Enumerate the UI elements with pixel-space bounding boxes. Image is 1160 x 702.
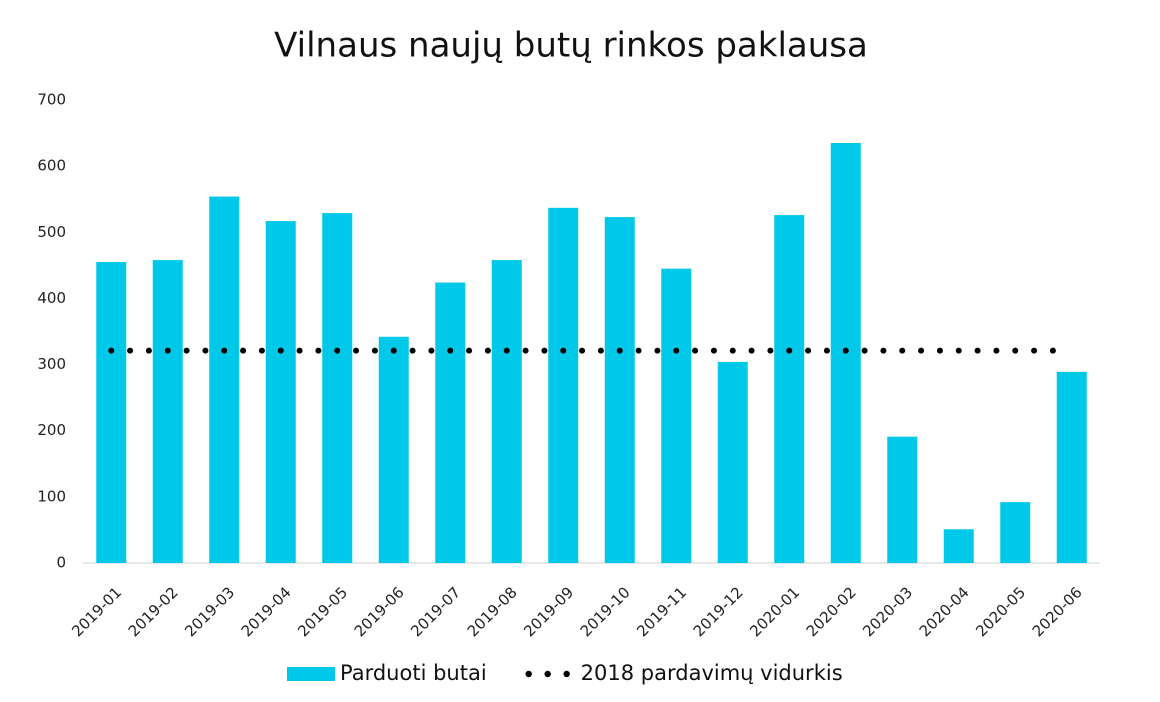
x-tick-label: 2019-12	[690, 583, 747, 640]
x-tick-label: 2019-06	[351, 583, 408, 640]
legend-swatch	[544, 670, 551, 678]
x-tick-label: 2020-04	[916, 583, 973, 640]
legend-swatch	[525, 670, 532, 678]
y-tick-label: 600	[37, 157, 66, 175]
x-tick-label: 2019-10	[577, 583, 634, 640]
x-tick-label: 2019-01	[68, 583, 125, 640]
x-tick-label: 2019-04	[238, 583, 295, 640]
y-tick-label: 200	[37, 421, 66, 439]
legend-label: Parduoti butai	[340, 661, 487, 685]
x-tick-label: 2020-06	[1029, 583, 1086, 640]
bar	[548, 207, 579, 563]
bar	[152, 260, 183, 563]
bar	[322, 213, 353, 563]
legend-label: 2018 pardavimų vidurkis	[581, 661, 843, 685]
x-tick-label: 2020-05	[972, 583, 1029, 640]
x-tick-label: 2020-02	[803, 583, 860, 640]
bar	[1000, 502, 1031, 563]
legend-swatch	[287, 667, 335, 681]
bar	[887, 436, 918, 563]
chart-title: Vilnaus naujų butų rinkos paklausa	[274, 26, 868, 66]
y-tick-label: 500	[37, 223, 66, 241]
x-tick-label: 2019-02	[125, 583, 182, 640]
y-tick-label: 300	[37, 355, 66, 373]
x-tick-label: 2020-03	[859, 583, 916, 640]
x-tick-label: 2019-05	[294, 583, 351, 640]
bar	[661, 268, 692, 563]
x-tick-label: 2019-07	[407, 583, 464, 640]
y-tick-label: 0	[56, 554, 66, 572]
x-tick-label: 2019-11	[633, 583, 690, 640]
bar	[265, 221, 296, 563]
y-tick-label: 700	[37, 91, 66, 109]
bar	[604, 217, 635, 563]
legend-swatch	[563, 670, 570, 678]
x-tick-label: 2019-03	[181, 583, 238, 640]
bar	[1056, 371, 1087, 563]
y-tick-label: 400	[37, 289, 66, 307]
x-tick-label: 2019-08	[464, 583, 521, 640]
bar	[96, 262, 127, 563]
y-tick-label: 100	[37, 487, 66, 505]
bar	[378, 336, 409, 563]
x-tick-label: 2019-09	[520, 583, 577, 640]
bar	[209, 196, 240, 563]
x-tick-label: 2020-01	[746, 583, 803, 640]
bar	[717, 361, 748, 563]
bar	[943, 529, 974, 563]
bar	[774, 215, 805, 564]
bar	[435, 282, 466, 563]
bar	[491, 260, 522, 563]
